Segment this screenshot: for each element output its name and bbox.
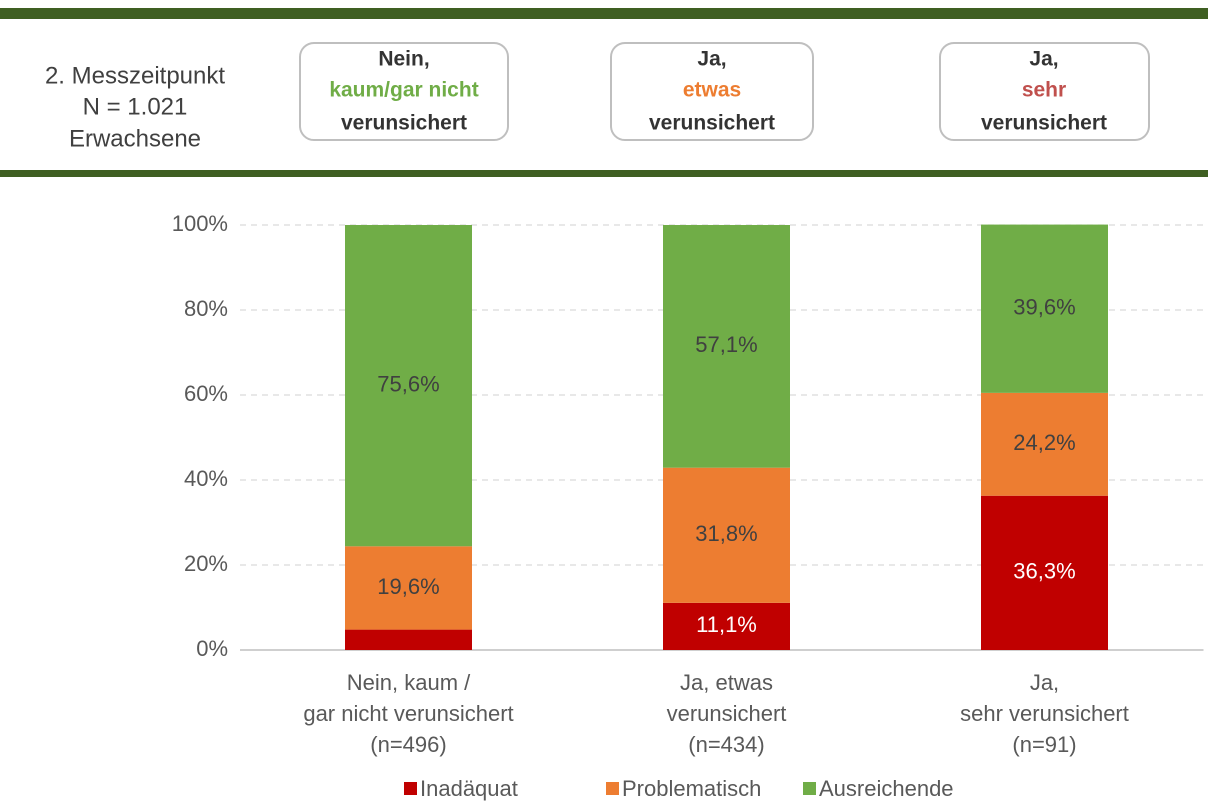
bar-segment [663,467,790,603]
box-text: kaum/gar nicht [329,79,478,102]
box-text: Ja, [1029,48,1058,71]
data-label: 19,6% [377,574,439,599]
header-box [939,42,1150,141]
x-tick-label: (n=91) [1012,732,1076,757]
x-tick-label: Ja, [1030,670,1059,695]
header-box [610,42,814,141]
x-tick-label: gar nicht verunsichert [303,701,513,726]
y-tick-label: 80% [184,296,228,321]
y-tick-label: 40% [184,466,228,491]
box-text: etwas [683,79,741,102]
box-text: sehr [1022,79,1066,102]
header-text: Erwachsene [69,125,201,152]
x-tick-label: (n=434) [688,732,764,757]
y-tick-label: 0% [196,636,228,661]
legend-label: Ausreichende [819,776,954,801]
legend-swatch [404,782,417,795]
bar-segment [981,495,1108,650]
data-label: 24,2% [1013,430,1075,455]
x-tick-label: Nein, kaum / [347,670,471,695]
box-text: verunsichert [649,112,775,135]
legend-swatch [606,782,619,795]
data-label: 31,8% [695,521,757,546]
bar-segment [981,224,1108,393]
bar-segment [345,225,472,547]
header-text: N = 1.021 [83,93,188,120]
bar-segment [981,392,1108,496]
bar-segment [345,546,472,630]
y-tick-label: 100% [172,211,228,236]
box-text: Nein, [378,48,429,71]
legend-label: Problematisch [622,776,761,801]
header-bar [0,8,1208,19]
y-tick-label: 60% [184,381,228,406]
bar-segment [345,629,472,650]
header-box [299,42,509,141]
x-tick-label: sehr verunsichert [960,701,1129,726]
header-text: 2. Messzeitpunkt [45,62,225,89]
data-label: 36,3% [1013,559,1075,584]
y-tick-label: 20% [184,551,228,576]
data-label: 39,6% [1013,295,1075,320]
data-label: 75,6% [377,371,439,396]
box-text: verunsichert [981,112,1107,135]
data-label: 57,1% [695,332,757,357]
box-text: Ja, [697,48,726,71]
x-tick-label: Ja, etwas [680,670,773,695]
x-tick-label: (n=496) [370,732,446,757]
data-label: 11,1% [696,612,757,637]
header-bar [0,170,1208,177]
bar-segment [663,225,790,468]
legend-label: Inadäquat [420,776,518,801]
legend-swatch [803,782,816,795]
box-text: verunsichert [341,112,467,135]
x-tick-label: verunsichert [667,701,787,726]
bar-segment [663,602,790,650]
